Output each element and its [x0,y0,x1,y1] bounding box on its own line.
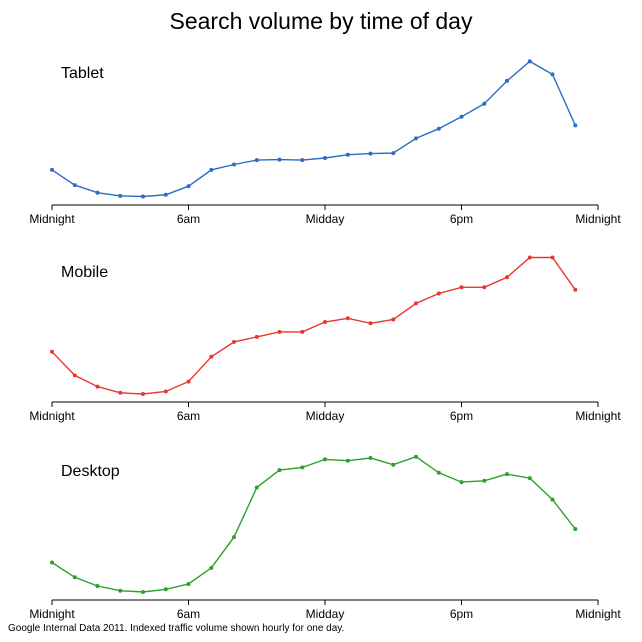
mobile-data-point [368,321,373,326]
desktop-data-point [209,565,214,570]
mobile-data-point [163,389,168,394]
mobile-data-point [414,301,418,306]
desktop-data-point [323,457,327,462]
desktop-series-label: Desktop [61,463,120,480]
tablet-series-label: Tablet [61,65,104,82]
mobile-x-tick-label: 6am [177,409,200,423]
tablet-data-point [300,158,305,163]
desktop-data-point [391,462,396,467]
tablet-data-point [459,114,464,119]
desktop-data-point [345,458,350,463]
tablet-data-point [527,59,532,64]
tablet-data-point [550,72,555,77]
tablet-x-tick-label: 6pm [450,212,473,226]
chart-footnote: Google Internal Data 2011. Indexed traff… [8,623,345,634]
mobile-data-point [345,316,350,321]
mobile-data-point [72,373,77,378]
mobile-data-point [95,384,100,389]
mobile-data-point [50,349,54,354]
desktop-data-point [95,584,100,588]
mobile-data-point [323,320,327,324]
desktop-x-tick-label: Midnight [575,607,621,621]
desktop-panel: Midnight 6am Midday 6pm Midnight Desktop [29,454,621,621]
mobile-data-point [141,392,145,396]
desktop-data-point [550,497,555,502]
tablet-data-point [50,167,54,172]
tablet-data-point [72,183,77,188]
mobile-x-tick-label: Midnight [575,409,621,423]
mobile-data-point [254,334,259,339]
tablet-x-tick-label: Midday [306,212,345,226]
mobile-data-point [505,275,509,280]
tablet-panel: Midnight 6am Midday 6pm Midnight Tablet [29,59,621,226]
desktop-data-point [527,476,532,481]
mobile-data-point [391,317,396,322]
mobile-data-point [527,255,532,260]
desktop-data-point [232,535,236,540]
desktop-data-point [186,582,191,586]
tablet-x-tick-label: 6am [177,212,200,226]
desktop-data-point [72,575,77,580]
desktop-data-point [459,480,464,485]
desktop-x-tick-label: 6pm [450,607,473,621]
mobile-series-label: Mobile [61,264,108,281]
mobile-series-line [51,256,576,395]
desktop-data-point [505,472,509,477]
mobile-x-tick-label: Midnight [29,409,75,423]
tablet-data-point [209,167,214,172]
desktop-data-point [163,587,168,592]
tablet-data-point [414,136,418,141]
desktop-x-tick-label: 6am [177,607,200,621]
tablet-data-point [95,190,100,195]
tablet-data-point [254,158,259,163]
tablet-data-point [141,194,145,199]
desktop-data-point [118,588,123,593]
desktop-data-point [368,456,373,460]
mobile-data-point [118,390,123,395]
tablet-data-point [277,157,282,162]
mobile-data-point [573,287,578,292]
mobile-data-point [436,291,441,296]
tablet-x-tick-label: Midnight [575,212,621,226]
desktop-data-point [482,478,487,483]
desktop-series-line [51,455,576,593]
tablet-data-point [505,78,509,83]
tablet-data-point [186,184,191,189]
chart-title: Search volume by time of day [169,8,473,34]
tablet-x-tick-label: Midnight [29,212,75,226]
mobile-data-point [550,255,555,260]
mobile-x-tick-label: 6pm [450,409,473,423]
tablet-data-point [482,101,487,106]
tablet-data-point [436,126,441,131]
desktop-data-point [277,468,282,473]
mobile-data-point [300,329,305,334]
mobile-data-point [482,285,487,290]
tablet-data-point [391,151,396,156]
mobile-data-point [459,285,464,290]
mobile-data-point [232,339,236,344]
tablet-data-point [323,156,327,160]
desktop-data-point [414,454,418,459]
tablet-data-point [573,123,578,128]
desktop-data-point [254,485,259,490]
tablet-data-point [232,162,236,167]
desktop-data-point [300,465,305,470]
tablet-data-point [368,151,373,156]
mobile-panel: Midnight 6am Midday 6pm Midnight Mobile [29,255,621,423]
mobile-data-point [209,354,214,359]
tablet-data-point [163,192,168,197]
tablet-data-point [345,152,350,157]
desktop-data-point [141,590,145,594]
desktop-data-point [436,470,441,475]
tablet-data-point [118,193,123,198]
mobile-data-point [186,379,191,384]
desktop-data-point [50,560,54,565]
desktop-x-tick-label: Midday [306,607,345,621]
mobile-data-point [277,329,282,334]
desktop-x-tick-label: Midnight [29,607,75,621]
desktop-data-point [573,527,578,531]
tablet-series-line [51,60,576,198]
mobile-x-tick-label: Midday [306,409,345,423]
